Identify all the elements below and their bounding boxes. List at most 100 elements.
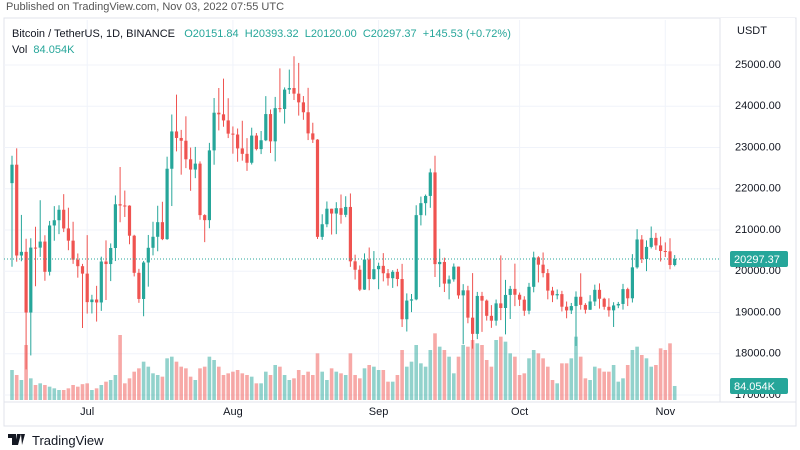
volume-bar [212,360,216,400]
volume-bar [137,368,141,400]
candle-body [391,271,395,279]
candle-body [485,300,489,316]
volume-bar [259,383,263,400]
candle-body [419,203,423,216]
symbol: Bitcoin / TetherUS, 1D, BINANCE [12,28,176,40]
volume-bar [47,386,52,400]
candle-body [612,305,616,311]
candle-body [160,222,164,240]
candle-body [344,206,348,215]
volume-bar [301,375,306,400]
candle-body [447,279,451,284]
y-tick-label: 19000.00 [735,306,781,318]
volume-bar [475,343,480,400]
candle-body [123,205,127,207]
candle-body [560,294,564,307]
candle-body [334,208,338,214]
volume-bar [292,378,296,400]
volume-bar [325,380,329,400]
volume-bar [104,381,108,400]
y-tick-label: 18000.00 [735,348,781,360]
change: +145.53 (+0.72%) [422,28,511,40]
candle-body [57,209,61,221]
volume-bar [555,383,559,400]
chart-frame [3,17,797,427]
volume-bar [348,353,353,400]
x-tick-label: Aug [223,406,243,418]
volume-bar [29,378,33,400]
volume-bar [494,340,498,400]
candle-body [62,209,66,229]
legend: Bitcoin / TetherUS, 1D, BINANCE O20151.8… [12,26,511,58]
candle-body [649,237,653,247]
candle-body [348,206,352,262]
volume-bar [268,375,273,400]
candle-body [109,248,113,265]
volume-bar [71,385,75,400]
volume-bar [99,385,104,400]
candle-body [508,288,512,295]
volume-bar [217,366,221,400]
candle-body [353,261,357,270]
volume-bar [621,378,625,400]
candle-body [38,241,42,248]
candle-body [339,208,343,215]
candle-body [452,266,456,280]
candle-body [438,261,442,265]
volume-bar [672,385,677,400]
volume-bar [24,345,28,400]
volume-bar [433,333,437,400]
volume-bar [165,358,169,400]
candle-body [301,102,305,113]
volume-bar [127,378,132,400]
candle-body [236,134,240,149]
volume-bar [593,366,597,400]
candle-body [607,306,611,311]
candle-body [555,294,559,296]
volume-bar [188,376,193,400]
candle-body [569,306,573,311]
volume-bar [141,361,146,400]
volume-bar [231,371,235,400]
candle-body [165,168,169,240]
candle-body [315,139,320,237]
volume-bar [428,350,433,400]
volume-bar [644,358,649,400]
candle-body [372,269,376,280]
volume-bar [611,365,616,400]
x-tick-label: Jul [80,406,94,418]
candle-body [320,224,324,237]
volume-bar [235,370,240,400]
candle-body [654,237,658,246]
candle-body [33,247,38,249]
volume-bar [588,380,592,400]
candle-body [503,294,508,308]
volume-bar [202,366,207,400]
volume-bar [574,336,578,400]
volume-bar [541,358,545,400]
volume-bar [353,375,357,400]
volume-bar [386,381,390,400]
candle-body [184,140,188,160]
candle-body [71,240,75,260]
candle-body [475,295,479,334]
candle-body [113,204,117,248]
volume-bar [527,358,531,400]
volume-bar [513,356,517,400]
volume-bar [226,373,230,400]
candle-body [673,259,677,266]
candle-body [264,114,268,141]
volume-bar [362,368,367,400]
y-tick-label: 24000.00 [735,100,781,112]
volume-bar [179,366,183,400]
candle-body [95,299,99,303]
volume-bar [597,368,602,400]
volume-bar [108,380,113,400]
volume-bar [278,366,282,400]
candle-body [273,108,277,142]
volume-bar [522,373,527,400]
volume-bar [503,341,508,400]
high: H20393.32 [244,28,299,40]
candle-body [85,273,89,303]
